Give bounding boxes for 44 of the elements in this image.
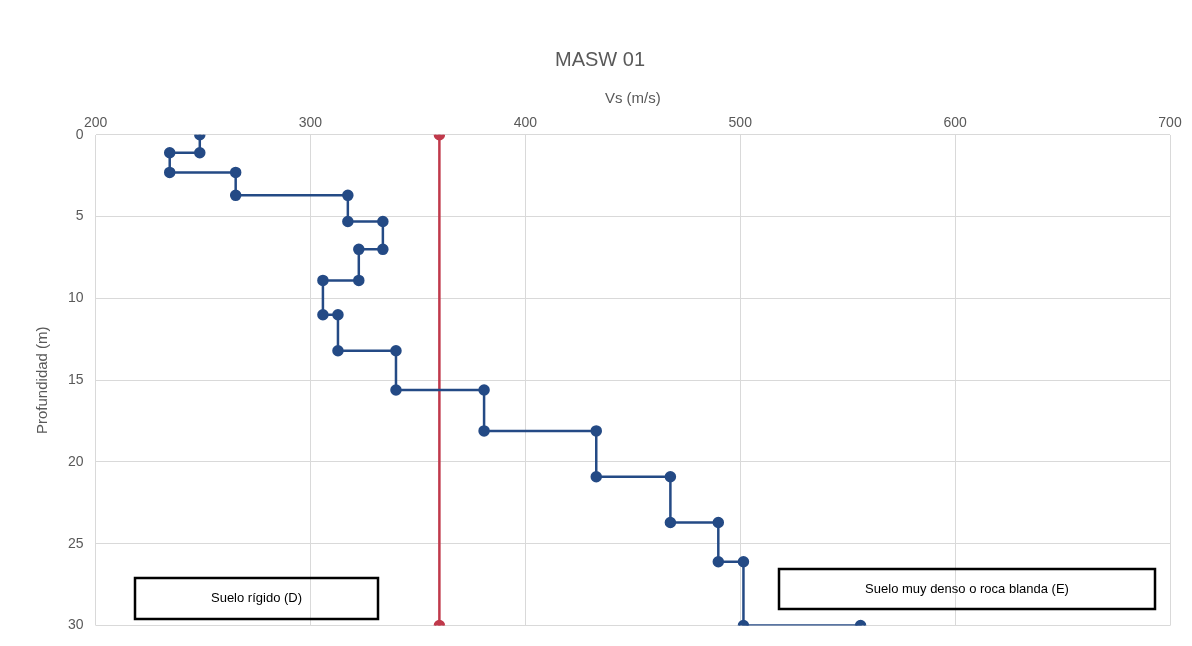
annotation: Suelo rígido (D) [210, 590, 303, 606]
point [590, 470, 603, 483]
point [317, 309, 329, 321]
y-tick-label: 25 [67, 534, 84, 551]
point [229, 166, 242, 179]
point [712, 516, 725, 529]
point [737, 556, 750, 568]
point [390, 384, 402, 396]
y-axis-title: Profundidad (m) [33, 326, 51, 434]
point [353, 243, 365, 256]
point [229, 189, 242, 202]
x-tick-label: 300 [298, 114, 323, 131]
point [664, 516, 677, 529]
y-tick-label: 30 [67, 616, 84, 633]
y-tick-label: 15 [67, 371, 84, 388]
y-tick-label: 10 [67, 289, 84, 306]
point [332, 345, 344, 357]
point [163, 147, 176, 159]
point [342, 189, 354, 202]
x-tick-label: 500 [728, 114, 753, 131]
x-axis-title: Vs (m/s) [604, 89, 661, 107]
point [478, 384, 490, 396]
point [163, 166, 176, 179]
y-tick-label: 0 [75, 125, 84, 142]
chart-title: MASW 01 [554, 47, 646, 70]
x-tick-label: 200 [83, 114, 108, 131]
annotation: Suelo muy denso o roca blanda (E) [865, 580, 1069, 596]
point [353, 274, 365, 287]
y-tick-label: 20 [67, 452, 84, 469]
x-tick-label: 600 [943, 114, 968, 131]
point [664, 470, 677, 483]
point [332, 309, 344, 321]
point [390, 345, 402, 357]
point [317, 274, 329, 287]
x-tick-label: 400 [513, 114, 538, 131]
point [712, 556, 725, 568]
point [377, 243, 389, 256]
point [590, 425, 603, 437]
point [194, 147, 206, 159]
point [342, 215, 354, 228]
point [478, 425, 490, 437]
y-tick-label: 5 [75, 207, 84, 224]
point [377, 215, 389, 228]
x-tick-label: 700 [1158, 114, 1182, 131]
